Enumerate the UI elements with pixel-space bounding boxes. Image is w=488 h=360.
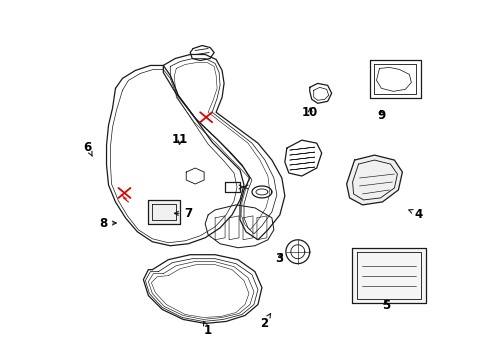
Text: 6: 6 [83,140,92,156]
Text: 11: 11 [172,133,188,146]
Text: 1: 1 [203,321,212,337]
Text: 4: 4 [408,208,422,221]
Polygon shape [346,155,402,205]
Text: 8: 8 [99,216,116,230]
Text: 5: 5 [381,299,389,312]
Polygon shape [148,200,180,224]
Text: 10: 10 [302,106,318,119]
Text: 7: 7 [174,207,192,220]
Text: 3: 3 [275,252,283,265]
Text: 9: 9 [377,109,385,122]
Text: 2: 2 [260,314,270,330]
Polygon shape [351,248,426,302]
